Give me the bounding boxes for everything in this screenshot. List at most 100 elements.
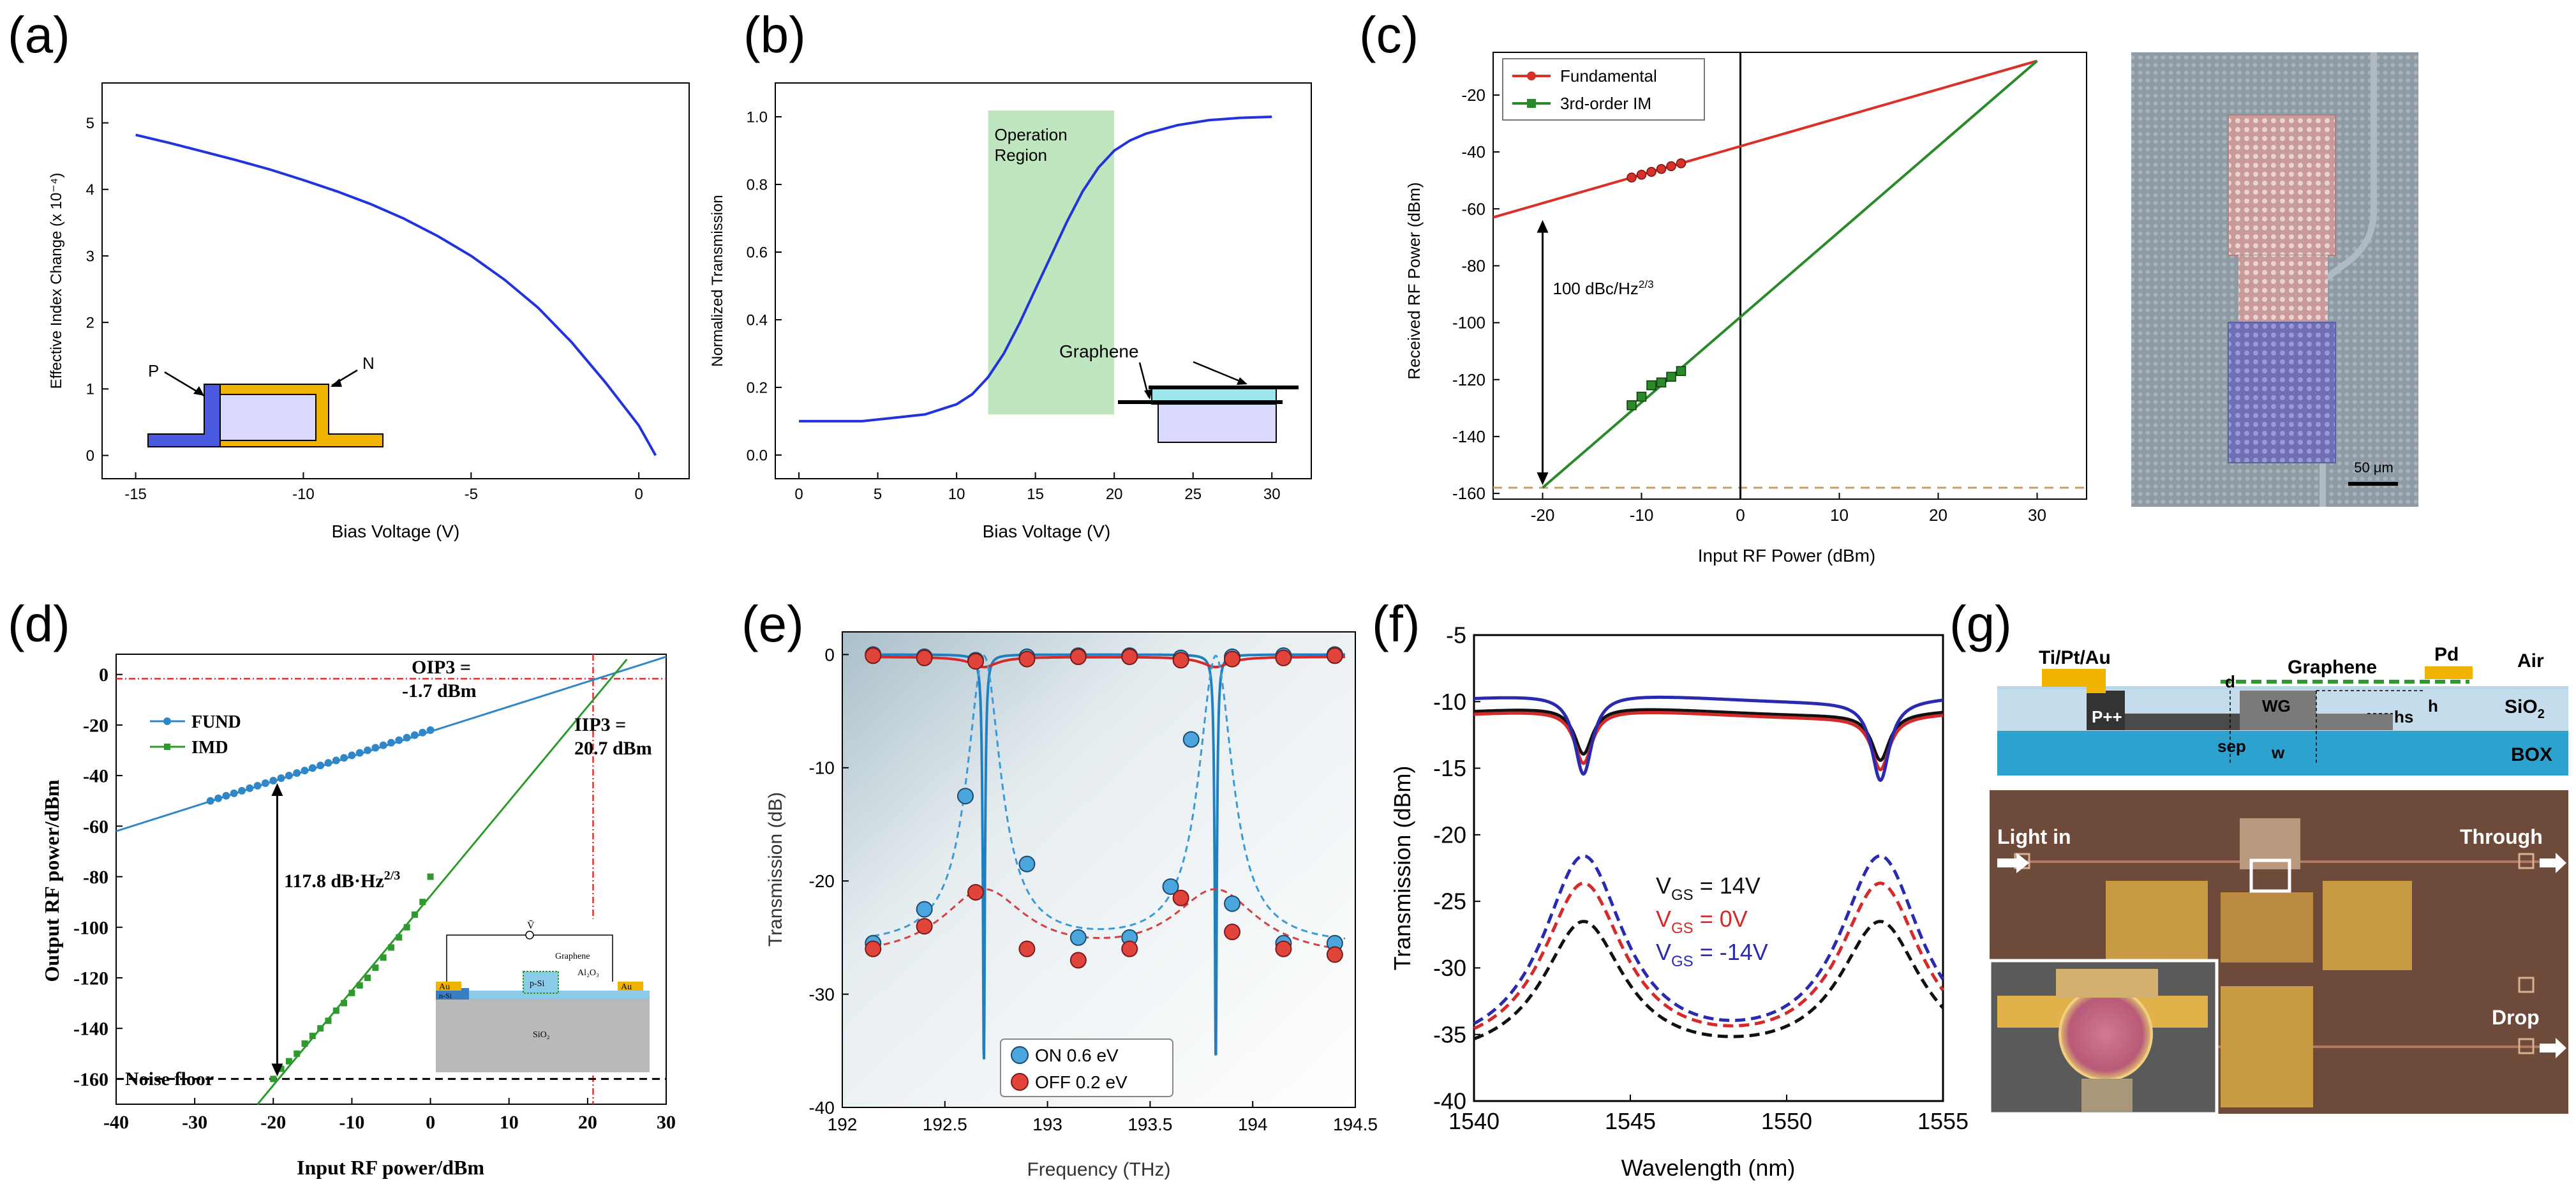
y-tick-label: -30 [809,984,835,1004]
label-d: d [2225,672,2235,691]
y-tick-label: 5 [86,115,94,132]
tiptau-contact [2042,669,2106,687]
panel-e-ticks: 192 192.5 193 193.5 194 194.5 0 -10 -20 -30 -40 [809,645,1378,1134]
panel-g: (g) Ti/Pt/Au Graphene Pd Air d WG h S [1949,596,2568,1116]
y-tick-label: -80 [1461,256,1485,275]
inset-label-al2o3: Al₂O₃ [577,968,599,978]
inset-psi [523,971,559,994]
device-micrograph: 50 μm [2131,52,2418,507]
fundamental-point [1646,167,1657,177]
panel-f: (f) 1540 1545 1550 1555 -5 -10 -15 -20 -25 -30 -35… [1372,596,1969,1181]
fund-point [230,789,238,797]
x-tick-label: 30 [1263,486,1281,503]
imd-point [419,899,426,906]
y-tick-label: -20 [1461,86,1485,105]
panel-f-ylabel: Transmission (dBm) [1389,766,1415,971]
panel-e-points [865,646,1343,969]
center-pad [2221,892,2313,963]
fund-point [285,772,293,780]
panel-d-xlabel: Input RF power/dBm [297,1156,484,1179]
pad-drop [2518,1038,2535,1054]
p-plus-plus-region [2087,691,2125,730]
imd-point [309,1033,316,1040]
y-tick-label: -140 [1452,427,1485,446]
fund-point [206,797,214,805]
y-tick-label: 4 [86,181,94,199]
zoom-ring [2059,987,2153,1081]
sfdr-arrow-head-top [271,783,283,797]
legend-marker-fund [163,717,171,725]
y-tick-label: 0.4 [747,311,768,329]
panel-a-xlabel: Bias Voltage (V) [332,521,460,541]
panel-b-inset: Graphene [1059,341,1299,443]
micrograph-pink-pad [2228,114,2336,256]
fund-point [355,749,364,757]
fund-point [308,764,316,772]
pn-junction-core [220,394,316,441]
panel-f-xlabel: Wavelength (nm) [1621,1155,1796,1181]
panel-a-inset: P N [147,354,383,447]
fundamental-point [1666,161,1676,172]
on-state-drop-curve [872,654,1346,940]
panel-b-xlabel: Bias Voltage (V) [983,521,1111,541]
panel-b: (b) Operation Region 0 5 10 15 20 25 300.00.20… [709,6,1312,541]
x-tick-label: 192.5 [923,1114,967,1134]
imd-point [411,911,418,918]
y-tick-label: -10 [1433,689,1466,715]
fund-point [387,738,395,747]
imd-point [396,934,403,941]
panel-f-label: (f) [1372,596,1420,652]
sfdr-arrow-head-top [1537,220,1549,233]
im3-point [1676,366,1686,377]
tiptau-via [2087,684,2106,693]
y-tick-label: 0 [86,447,94,465]
vgs-neg14v-through-curve [1473,695,1944,783]
x-tick-label: 193.5 [1128,1114,1172,1134]
panel-e-plot-background [842,632,1355,1107]
y-tick-label: 0 [824,645,835,664]
panel-a-ticks: -15 -10 -5 0 0 1 2 3 4 5 [86,115,643,503]
fundamental-line [1493,59,2038,219]
x-tick-label: 25 [1184,486,1202,503]
y-tick-label: 0.6 [747,244,768,261]
panel-c-xlabel: Input RF Power (dBm) [1698,546,1876,566]
x-tick-label: 0 [426,1112,435,1133]
off-point [916,649,933,666]
imd-point [388,944,394,951]
im3-point [1636,391,1647,402]
label-pd: Pd [2434,644,2459,665]
zoom-top-pad [2056,969,2158,998]
zoom-bottom-pad [2081,1079,2133,1112]
y-tick-label: 0.0 [747,447,768,464]
slab-region [2125,714,2240,730]
panel-a-axes-frame [101,82,690,479]
fund-point [324,759,332,767]
im3-points [1627,366,1686,410]
inset-label-n: N [362,354,375,373]
fundamental-point [1636,169,1647,180]
x-tick-label: 20 [1929,506,1947,525]
device-cross-section: Ti/Pt/Au Graphene Pd Air d WG h SiO2 hs … [1997,644,2568,776]
vgs-0v-through-curve [1474,711,1944,772]
im3-point [1646,380,1657,391]
fundamental-point [1627,172,1637,183]
fund-point [419,728,427,737]
panel-a-curve [135,133,657,456]
legend-label-fund: FUND [191,712,241,732]
waveguide-core [2240,691,2316,730]
y-tick-label: -10 [809,758,835,778]
panel-d-inset: Ṽ Au n-Si p-Si Graphene Al₂O₃ Au SiO₂ [434,919,654,1075]
panel-b-axes-frame [775,82,1312,479]
panel-d-label: (d) [8,596,70,652]
bottom-pad [2221,986,2313,1107]
x-tick-label: -30 [182,1112,207,1133]
fundamental-points [1627,158,1686,183]
through-arrow [2540,853,2566,873]
fund-point [379,741,387,749]
off-point [1018,940,1036,957]
imd-point [356,982,363,989]
x-tick-label: 30 [2028,506,2046,525]
legend-marker-off [1011,1073,1029,1091]
y-tick-label: -25 [1433,888,1466,915]
panel-c-legend: Fundamental 3rd-order IM [1502,58,1705,121]
